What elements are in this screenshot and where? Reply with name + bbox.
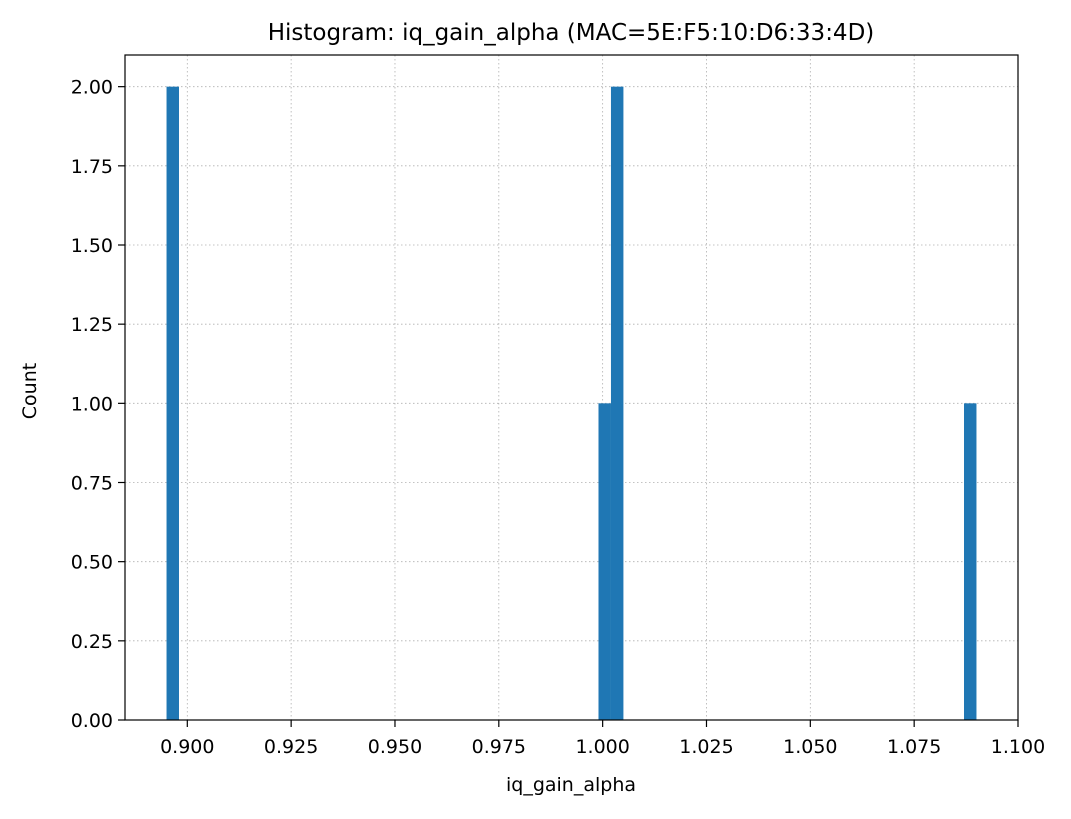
y-tick-label: 1.00 [71,393,113,415]
x-tick-label: 1.100 [991,736,1045,758]
x-tick-label: 1.000 [575,736,629,758]
x-tick-label: 0.925 [264,736,318,758]
x-tick-label: 0.975 [472,736,526,758]
y-tick-label: 0.25 [71,631,113,653]
histogram-bars [166,86,977,720]
plot-area-frame [124,54,1019,721]
y-tick-label: 1.75 [71,156,113,178]
histogram-bar [598,403,611,720]
x-tick-label: 0.900 [160,736,214,758]
y-tick-label: 2.00 [71,77,113,99]
x-tick-label: 1.050 [783,736,837,758]
y-tick-label: 1.50 [71,235,113,257]
y-tick-label: 1.25 [71,314,113,336]
x-tick-label: 1.025 [679,736,733,758]
histogram-bar [166,86,179,720]
x-tick-label: 0.950 [368,736,422,758]
grid-lines [125,55,1019,721]
y-tick-label: 0.50 [71,552,113,574]
y-axis-label: Count [19,363,41,419]
y-tick-label: 0.00 [71,710,113,732]
x-tick-label: 1.075 [887,736,941,758]
histogram-bar [610,86,624,720]
y-axis-ticks: 0.00 0.25 0.50 0.75 1.00 1.25 1.50 1.75 2.00 [71,77,125,732]
x-axis-ticks: 0.900 0.925 0.950 0.975 1.000 1.025 1.050 1.075… [160,720,1045,758]
y-tick-label: 0.75 [71,473,113,495]
histogram-bar [964,403,977,720]
x-axis-label: iq_gain_alpha [506,774,636,796]
chart-title: Histogram: iq_gain_alpha (MAC=5E:F5:10:D… [268,20,875,46]
